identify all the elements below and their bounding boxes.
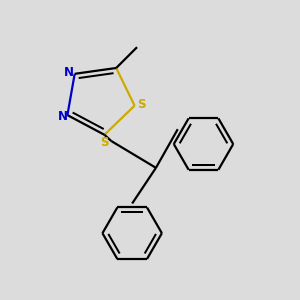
Text: S: S	[100, 136, 109, 149]
Text: N: N	[58, 110, 68, 123]
Text: N: N	[64, 66, 74, 80]
Text: S: S	[137, 98, 146, 111]
